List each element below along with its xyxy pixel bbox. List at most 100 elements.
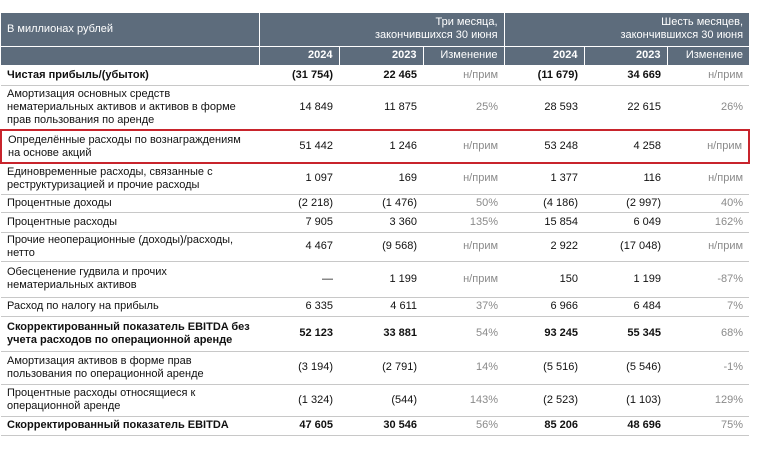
cell: 6 335: [259, 297, 339, 317]
cell: 51 442: [259, 129, 339, 164]
cell: 7%: [667, 297, 750, 317]
cell: 47 605: [259, 416, 339, 436]
header-row: 2024 2023 Изменение 2024 2023 Изменение: [1, 46, 750, 66]
header-row: В миллионах рублей Три месяца, закончивши…: [1, 13, 750, 47]
cell: -87%: [667, 261, 750, 298]
unit-label: В миллионах рублей: [1, 13, 259, 47]
cell: н/прим: [667, 65, 750, 86]
cell: 53 248: [504, 129, 585, 164]
cell: 1 199: [584, 261, 668, 298]
cell: (2 218): [259, 194, 339, 213]
cell: (2 997): [584, 194, 668, 213]
cell: (2 523): [504, 384, 585, 417]
cell: 11 875: [339, 85, 423, 131]
cell: (5 546): [584, 351, 668, 385]
cell: (544): [339, 384, 423, 417]
table-row: Процентные расходы относящиеся к операци…: [1, 384, 750, 417]
cell: 143%: [423, 384, 505, 417]
cell: (1 324): [259, 384, 339, 417]
cell: 116: [584, 163, 668, 195]
cell: 169: [339, 163, 423, 195]
cell: 50%: [423, 194, 505, 213]
row-label: Прочие неоперационные (доходы)/расходы, …: [1, 232, 259, 262]
column-header: 2023: [338, 46, 423, 66]
cell: 6 966: [504, 297, 585, 317]
cell: н/прим: [423, 232, 505, 262]
cell: 30 546: [339, 416, 423, 436]
cell: —: [259, 261, 339, 298]
table-row: Единовременные расходы, связанные с рест…: [1, 163, 750, 195]
table-row: Амортизация основных средств нематериаль…: [1, 85, 750, 131]
column-header: Изменение: [666, 46, 750, 66]
cell: 85 206: [504, 416, 585, 436]
row-label: Амортизация основных средств нематериаль…: [1, 85, 259, 131]
table-row: Прочие неоперационные (доходы)/расходы, …: [1, 232, 750, 262]
cell: н/прим: [423, 163, 505, 195]
table-row: Скорректированный показатель EBITDA без …: [1, 316, 750, 352]
cell: 56%: [423, 416, 505, 436]
cell: 26%: [667, 85, 750, 131]
cell: 150: [504, 261, 585, 298]
cell: (11 679): [504, 65, 585, 86]
table-row: Скорректированный показатель EBITDA 47 60…: [1, 416, 750, 436]
cell: 3 360: [339, 212, 423, 233]
cell: 135%: [423, 212, 505, 233]
cell: (31 754): [259, 65, 339, 86]
row-label: Процентные доходы: [1, 194, 259, 213]
cell: 4 467: [259, 232, 339, 262]
group-header: Три месяца, закончившихся 30 июня: [258, 13, 505, 47]
cell: 68%: [667, 316, 750, 352]
table-row: Обесценение гудвила и прочих нематериаль…: [1, 261, 750, 298]
cell: 162%: [667, 212, 750, 233]
column-header: Изменение: [422, 46, 505, 66]
table-row: Процентные доходы (2 218) (1 476) 50% (4 186…: [1, 194, 750, 213]
cell: 33 881: [339, 316, 423, 352]
row-label: Обесценение гудвила и прочих нематериаль…: [1, 261, 259, 298]
table: В миллионах рублей Три месяца, закончивши…: [0, 13, 751, 436]
cell: 93 245: [504, 316, 585, 352]
cell: 4 258: [584, 129, 668, 164]
cell: 75%: [667, 416, 750, 436]
cell: 28 593: [504, 85, 585, 131]
cell: 25%: [423, 85, 505, 131]
cell: 4 611: [339, 297, 423, 317]
cell: (9 568): [339, 232, 423, 262]
row-label: Скорректированный показатель EBITDA: [1, 416, 259, 436]
row-label: Амортизация активов в форме прав пользов…: [1, 351, 259, 385]
cell: 48 696: [584, 416, 668, 436]
table-wrap: В миллионах рублей Три месяца, закончивши…: [0, 13, 751, 436]
cell: 34 669: [584, 65, 668, 86]
cell: 2 922: [504, 232, 585, 262]
cell: 1 097: [259, 163, 339, 195]
cell: 7 905: [259, 212, 339, 233]
cell: 1 199: [339, 261, 423, 298]
cell: 52 123: [259, 316, 339, 352]
cell: н/прим: [423, 261, 505, 298]
cell: 22 615: [584, 85, 668, 131]
cell: 6 484: [584, 297, 668, 317]
cell: 1 246: [339, 129, 423, 164]
cell: 54%: [423, 316, 505, 352]
header-cell: [1, 46, 259, 66]
group-header: Шесть месяцев, закончившихся 30 июня: [503, 13, 750, 47]
cell: 15 854: [504, 212, 585, 233]
cell: 14%: [423, 351, 505, 385]
table-row: Процентные расходы 7 905 3 360 135% 15 854 6 …: [1, 212, 750, 233]
cell: н/прим: [423, 129, 505, 164]
cell: (5 516): [504, 351, 585, 385]
row-label: Расход по налогу на прибыль: [1, 297, 259, 317]
cell: -1%: [667, 351, 750, 385]
column-header: 2023: [583, 46, 668, 66]
row-label: Единовременные расходы, связанные с рест…: [1, 163, 259, 195]
cell: (1 476): [339, 194, 423, 213]
cell: н/прим: [667, 129, 751, 164]
cell: 129%: [667, 384, 750, 417]
cell: (2 791): [339, 351, 423, 385]
cell: (1 103): [584, 384, 668, 417]
row-label: Чистая прибыль/(убыток): [1, 65, 259, 86]
cell: 37%: [423, 297, 505, 317]
column-header: 2024: [503, 46, 585, 66]
cell: 6 049: [584, 212, 668, 233]
cell: (3 194): [259, 351, 339, 385]
